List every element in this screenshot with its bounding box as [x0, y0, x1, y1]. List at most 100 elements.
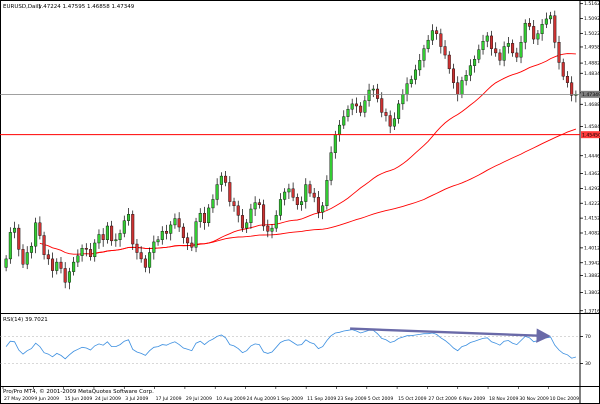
bullish-candle: [422, 48, 426, 61]
divergence-arrow: [350, 327, 551, 343]
bullish-candle: [152, 241, 156, 253]
time-tick-label: 17 Jul 2009: [156, 396, 182, 402]
bearish-candle: [232, 201, 236, 207]
bearish-candle: [38, 222, 42, 236]
moving-average-fast: [90, 53, 576, 255]
bearish-candle: [240, 215, 244, 229]
bullish-candle: [477, 49, 481, 60]
price-tick-label: 1.37160: [584, 308, 600, 314]
bearish-candle: [59, 261, 63, 269]
bearish-candle: [316, 197, 320, 213]
bullish-candle: [8, 232, 12, 260]
bullish-candle: [249, 208, 253, 224]
bearish-candle: [447, 54, 451, 70]
bullish-candle: [29, 245, 33, 253]
bearish-candle: [388, 115, 392, 127]
bullish-candle: [160, 231, 164, 240]
bullish-candle: [122, 220, 126, 234]
bullish-candle: [215, 184, 219, 200]
moving-averages: [39, 53, 577, 255]
current-price-marker: [581, 90, 600, 98]
bullish-candle: [468, 65, 472, 76]
bullish-candle: [67, 271, 71, 283]
bullish-candle: [304, 184, 308, 202]
bearish-candle: [143, 258, 147, 268]
bearish-candle: [291, 188, 295, 198]
current-price-label: 1.47349: [582, 92, 600, 98]
horizontal-levels: 1.45450 1.47349: [0, 90, 600, 138]
bullish-candle: [148, 252, 152, 268]
time-tick-label: 1 Sep 2009: [277, 396, 303, 402]
bearish-candle: [177, 218, 181, 228]
bearish-candle: [565, 76, 569, 83]
price-tick-label: 1.40120: [584, 245, 600, 251]
bearish-candle: [51, 258, 55, 271]
price-tick-label: 1.41520: [584, 216, 600, 222]
rsi-tick-label: 70: [585, 334, 591, 340]
time-tick-label: 10 Aug 2009: [216, 396, 246, 402]
bearish-candle: [376, 88, 380, 99]
bullish-candle: [105, 225, 109, 240]
bearish-candle: [262, 204, 266, 227]
bullish-candle: [540, 24, 544, 34]
time-tick-label: 15 Jun 2009: [65, 396, 93, 402]
bearish-candle: [494, 48, 498, 54]
bearish-candle: [63, 268, 67, 283]
bearish-candle: [451, 68, 456, 83]
bullish-candle: [13, 227, 17, 233]
bearish-candle: [17, 227, 21, 250]
time-tick-label: 6 Nov 2009: [459, 396, 486, 402]
bullish-candle: [4, 258, 8, 268]
bullish-candle: [156, 239, 160, 243]
bullish-candle: [333, 134, 337, 153]
bullish-candle: [485, 35, 489, 42]
bullish-candle: [473, 59, 477, 66]
price-tick-label: 1.38820: [584, 273, 600, 279]
bearish-candle: [439, 33, 443, 47]
bearish-candle: [84, 248, 88, 250]
bullish-candle: [536, 33, 540, 40]
price-tick-label: 1.45840: [584, 124, 600, 130]
bullish-candle: [25, 252, 29, 265]
price-tick-label: 1.48340: [584, 71, 600, 77]
bullish-candle: [481, 41, 485, 50]
rsi-header: RSI(14) 39.7021: [3, 317, 48, 323]
bullish-candle: [169, 224, 173, 234]
bullish-candle: [283, 191, 287, 200]
bearish-candle: [561, 62, 565, 77]
time-tick-label: 30 Nov 2009: [519, 396, 548, 402]
time-tick-label: 29 Jul 2009: [186, 396, 212, 402]
bullish-candle: [207, 207, 211, 224]
bearish-candle: [532, 26, 536, 40]
bearish-candle: [308, 184, 312, 194]
bullish-candle: [464, 75, 468, 81]
bearish-candle: [181, 226, 185, 238]
time-tick-label: 10 Dec 2009: [550, 396, 579, 402]
bullish-candle: [278, 199, 282, 216]
bearish-candle: [489, 35, 493, 49]
bearish-candle: [498, 52, 502, 61]
bearish-candle: [511, 43, 515, 54]
price-tick-label: 1.46880: [584, 102, 600, 108]
price-tick-label: 1.50220: [584, 31, 600, 37]
bullish-candle: [506, 43, 510, 47]
bearish-candle: [190, 242, 194, 248]
bearish-candle: [443, 46, 447, 56]
copyright-footer: Pro/Pro MT4, © 2001-2009 MetaQuotes Soft…: [3, 388, 154, 395]
bearish-candle: [228, 182, 232, 202]
bullish-candle: [329, 152, 333, 181]
bearish-candle: [312, 192, 316, 198]
bullish-candle: [405, 83, 409, 95]
bullish-candle: [198, 213, 202, 222]
bullish-candle: [392, 118, 396, 127]
bearish-candle: [435, 30, 439, 34]
bullish-candle: [80, 248, 84, 256]
bearish-candle: [570, 82, 574, 96]
bullish-candle: [126, 214, 131, 221]
time-tick-label: 27 Oct 2009: [428, 396, 456, 402]
bullish-candle: [342, 116, 346, 126]
